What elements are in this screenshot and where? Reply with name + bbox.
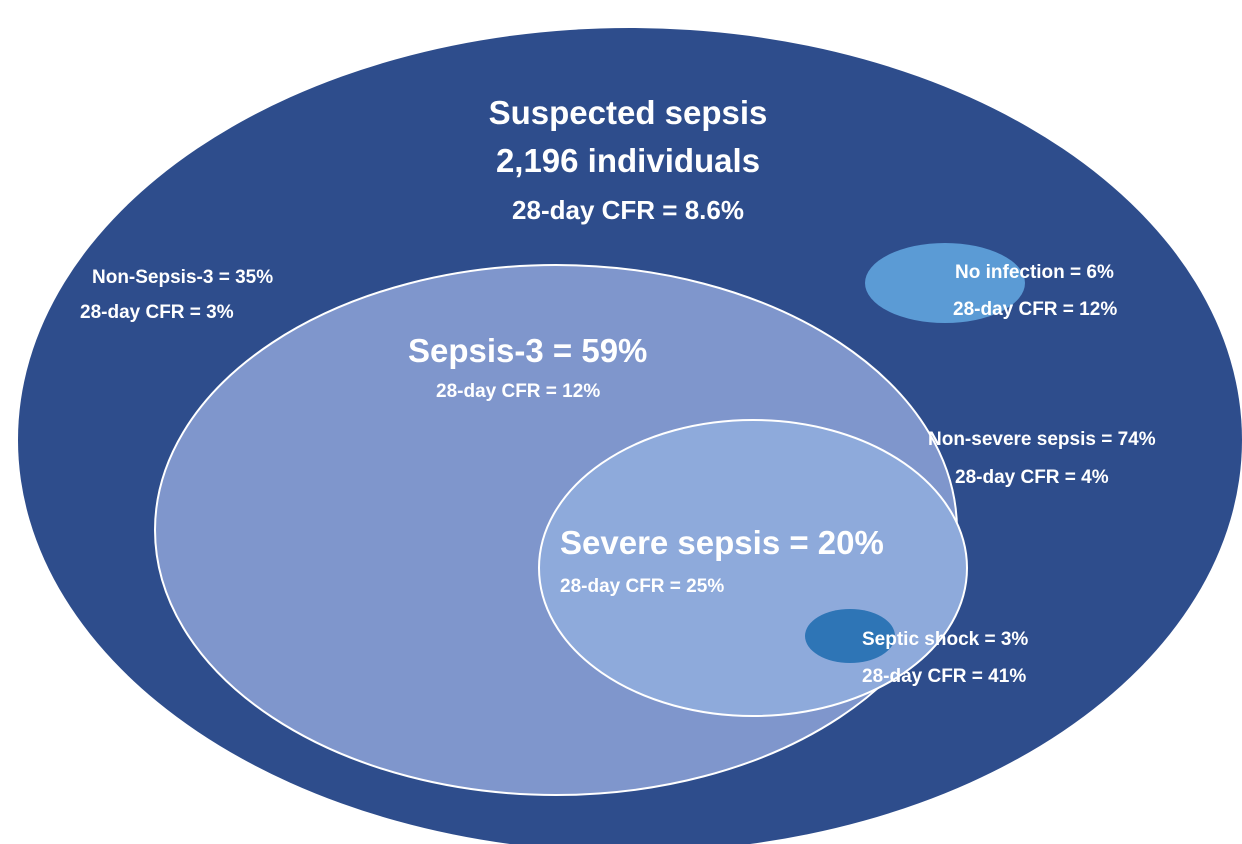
node-cfr: 28-day CFR = 12% (953, 299, 1117, 320)
node-cfr: 28-day CFR = 4% (955, 467, 1109, 488)
node-title: Suspected sepsis (489, 94, 768, 131)
no-infection-ellipse (865, 243, 1025, 323)
node-count: 2,196 individuals (496, 142, 760, 179)
node-title: No infection = 6% (955, 262, 1114, 283)
node-title: Sepsis-3 = 59% (408, 332, 647, 369)
node-title: Non-severe sepsis = 74% (928, 429, 1156, 450)
node-cfr: 28-day CFR = 12% (436, 381, 600, 402)
node-cfr: 28-day CFR = 8.6% (512, 195, 744, 225)
node-title: Non-Sepsis-3 = 35% (92, 267, 273, 288)
node-cfr: 28-day CFR = 3% (80, 302, 234, 323)
node-title: Septic shock = 3% (862, 629, 1028, 650)
node-cfr: 28-day CFR = 41% (862, 666, 1026, 687)
node-cfr: 28-day CFR = 25% (560, 576, 724, 597)
node-title: Severe sepsis = 20% (560, 524, 884, 561)
septic-shock-ellipse (805, 609, 895, 663)
